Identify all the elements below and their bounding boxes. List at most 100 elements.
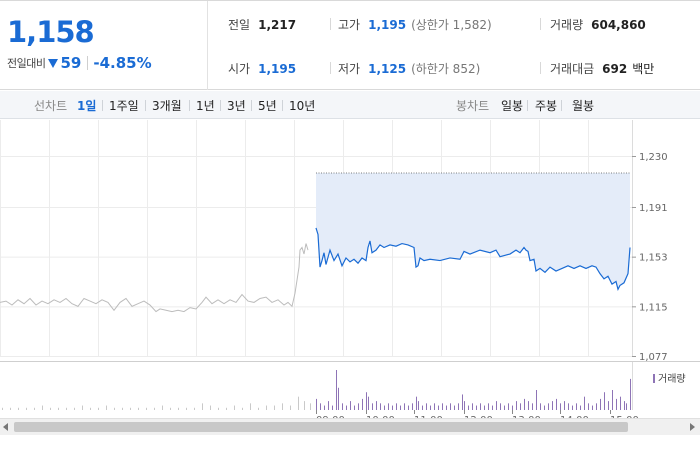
- volume-bar: [298, 396, 299, 410]
- x-tick-label: 12:00: [464, 415, 493, 418]
- tab-divider: [145, 100, 146, 111]
- tab-5y[interactable]: 5년: [258, 99, 277, 113]
- volume-bar: [178, 407, 179, 410]
- stat-value: 1,217: [258, 17, 297, 32]
- volume-bar: [400, 405, 401, 410]
- today-price-line: [315, 227, 631, 292]
- volume-bar: [516, 401, 517, 410]
- y-tick-label: 1,230: [639, 152, 668, 163]
- volume-bar: [532, 403, 533, 410]
- volume-bar: [408, 405, 409, 410]
- tab-1w[interactable]: 1주일: [109, 99, 139, 113]
- tab-daily[interactable]: 일봉: [501, 99, 524, 113]
- volume-bar: [350, 401, 351, 410]
- volume-bar: [552, 401, 553, 410]
- volume-bar: [90, 407, 91, 410]
- x-tick-label: 09:00: [316, 415, 345, 418]
- column-divider: [330, 62, 331, 74]
- scroll-left-arrow-icon[interactable]: [3, 423, 8, 431]
- volume-bar: [368, 396, 369, 410]
- x-tick-label: 10:00: [366, 415, 395, 418]
- volume-bar: [380, 403, 381, 410]
- tab-10y[interactable]: 10년: [289, 99, 316, 113]
- volume-bar: [320, 403, 321, 410]
- tab-1y[interactable]: 1년: [196, 99, 215, 113]
- stat-unit: 백만: [632, 62, 655, 76]
- volume-bar: [342, 403, 343, 410]
- volume-bar: [450, 403, 451, 410]
- volume-bar: [242, 407, 243, 410]
- volume-bar: [438, 405, 439, 410]
- tab-divider: [527, 100, 528, 111]
- price-fill: [316, 172, 630, 290]
- volume-bar: [528, 401, 529, 410]
- volume-bar: [226, 407, 227, 410]
- volume-bar: [520, 403, 521, 410]
- change-row: 전일대비 59 -4.85%: [7, 54, 152, 72]
- candle-chart-label: 봉차트: [456, 99, 490, 113]
- volume-bar: [366, 392, 367, 410]
- tab-divider: [561, 100, 562, 111]
- previous-session-line: [0, 243, 309, 313]
- tab-1d[interactable]: 1일: [77, 99, 97, 113]
- volume-bar: [384, 405, 385, 410]
- x-tick-label: 11:00: [414, 415, 443, 418]
- volume-bar: [480, 403, 481, 410]
- x-tick-label: 14:00: [560, 415, 589, 418]
- volume-legend-label: 거래량: [658, 373, 686, 385]
- chart-tabs-bar: 선차트 1일 1주일 3개월 1년 3년 5년 10년 봉차트 일봉 주봉 월봉: [0, 91, 700, 119]
- volume-bar: [434, 403, 435, 410]
- tab-3y[interactable]: 3년: [227, 99, 246, 113]
- volume-bar: [392, 405, 393, 410]
- volume-bar: [388, 403, 389, 410]
- horizontal-scrollbar[interactable]: [0, 418, 700, 435]
- stat-label: 전일: [228, 18, 251, 32]
- tab-3m[interactable]: 3개월: [152, 99, 182, 113]
- tab-weekly[interactable]: 주봉: [535, 99, 558, 113]
- tab-monthly[interactable]: 월봉: [572, 99, 595, 113]
- y-tick-label: 1,153: [639, 253, 668, 264]
- price-chart[interactable]: 1,230 1,191 1,153 1,115 1,077 거래량 09:00 10:00…: [0, 120, 700, 418]
- x-axis: 09:00 10:00 11:00 12:00 13:00 14:00 15:00: [316, 410, 639, 418]
- volume-bar: [332, 405, 333, 410]
- stat-label: 고가: [338, 18, 361, 32]
- volume-bar: [26, 407, 27, 410]
- scroll-thumb[interactable]: [14, 422, 628, 432]
- volume-bar: [430, 405, 431, 410]
- volume-bar: [588, 403, 589, 410]
- volume-bar: [396, 403, 397, 410]
- volume-bar: [82, 405, 83, 410]
- volume-chart: 거래량: [0, 361, 700, 410]
- x-tick-label: 15:00: [610, 415, 639, 418]
- volume-bar: [114, 407, 115, 410]
- volume-bar: [422, 405, 423, 410]
- volume-bar: [186, 407, 187, 410]
- volume-bar: [376, 401, 377, 410]
- volume-bar: [500, 403, 501, 410]
- volume-bar: [18, 407, 19, 410]
- volume-bar: [612, 390, 613, 410]
- stat-low: 저가 1,125 (하한가 852): [338, 60, 480, 77]
- volume-bar: [50, 407, 51, 410]
- volume-bar: [416, 396, 417, 410]
- volume-bar: [616, 398, 617, 410]
- volume-bar: [564, 401, 565, 410]
- stat-trade-value: 거래대금 692 백만: [550, 60, 654, 77]
- volume-bar: [536, 390, 537, 410]
- volume-bar: [548, 403, 549, 410]
- volume-bar: [74, 407, 75, 410]
- current-price: 1,158: [7, 15, 95, 49]
- scroll-right-arrow-icon[interactable]: [690, 423, 695, 431]
- stat-open: 시가 1,195: [228, 60, 296, 77]
- tab-divider: [102, 100, 103, 111]
- volume-bar: [484, 405, 485, 410]
- line-chart-label: 선차트: [34, 99, 68, 113]
- tab-divider: [282, 100, 283, 111]
- volume-bar: [328, 401, 329, 410]
- volume-bar: [324, 405, 325, 410]
- volume-bar: [42, 405, 43, 410]
- price-fill-area: [316, 172, 630, 290]
- stat-value: 692: [602, 61, 628, 76]
- volume-bar: [568, 403, 569, 410]
- volume-bar: [540, 403, 541, 410]
